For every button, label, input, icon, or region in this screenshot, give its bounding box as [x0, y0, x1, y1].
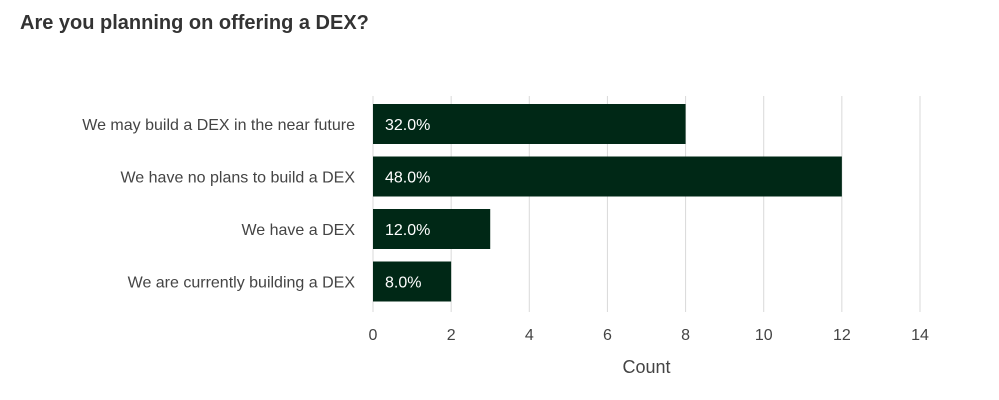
category-label: We may build a DEX in the near future [82, 117, 355, 134]
bar-data-label: 48.0% [385, 170, 430, 187]
x-axis-title: Count [622, 357, 670, 377]
chart-title: Are you planning on offering a DEX? [20, 12, 369, 34]
x-tick-label: 12 [833, 327, 851, 344]
x-tick-label: 6 [603, 327, 612, 344]
bar-data-label: 32.0% [385, 117, 430, 134]
bar [373, 261, 452, 302]
bars: 32.0% 48.0% 12.0% 8.0% [373, 104, 842, 302]
bar [373, 156, 842, 197]
bar [373, 104, 686, 144]
bar [373, 209, 491, 249]
bar-data-label: 12.0% [385, 222, 430, 239]
x-tick-label: 10 [755, 327, 773, 344]
x-tick-label: 4 [525, 327, 534, 344]
category-label: We are currently building a DEX [128, 275, 356, 292]
x-tick-label: 2 [447, 327, 456, 344]
x-tick-labels: 0 2 4 6 8 10 12 14 [369, 327, 929, 344]
x-tick-label: 8 [681, 327, 690, 344]
x-tick-label: 0 [369, 327, 378, 344]
category-labels: We may build a DEX in the near future We … [82, 117, 355, 292]
x-tick-label: 14 [911, 327, 929, 344]
category-label: We have a DEX [241, 222, 355, 239]
gridlines [372, 96, 921, 312]
category-label: We have no plans to build a DEX [120, 170, 355, 187]
bar-data-label: 8.0% [385, 275, 421, 292]
